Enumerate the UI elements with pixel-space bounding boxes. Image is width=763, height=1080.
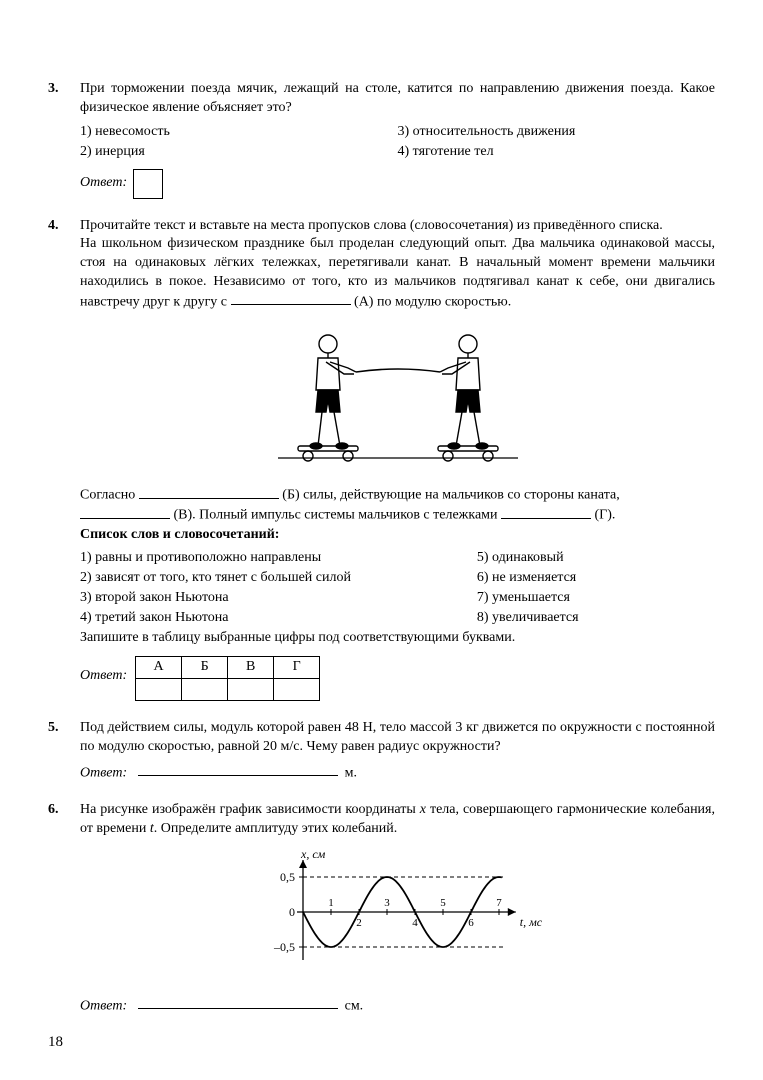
unit: см.: [345, 998, 364, 1013]
blank-b[interactable]: [139, 485, 279, 498]
svg-text:6: 6: [468, 917, 474, 929]
answer-label: Ответ:: [80, 667, 127, 686]
question-body: Под действием силы, модуль которой равен…: [80, 719, 715, 783]
list-item: 4) третий закон Ньютона: [80, 609, 477, 628]
svg-text:t, мс: t, мс: [519, 915, 542, 929]
question-text: На рисунке изображён график зависимости …: [80, 801, 715, 839]
options-left: 1) невесомость 2) инерция: [80, 122, 398, 163]
svg-text:3: 3: [384, 897, 390, 909]
svg-text:7: 7: [496, 897, 502, 909]
table-instruction: Запишите в таблицу выбранные цифры под с…: [80, 629, 715, 648]
svg-text:5: 5: [440, 897, 446, 909]
answer-table: А Б В Г: [135, 656, 320, 701]
table-header: В: [228, 656, 274, 678]
intro-text: Прочитайте текст и вставьте на места про…: [80, 217, 715, 236]
list-item: 7) уменьшается: [477, 589, 715, 608]
page-number: 18: [48, 1032, 63, 1052]
question-body: Прочитайте текст и вставьте на места про…: [80, 217, 715, 701]
list-item: 2) зависят от того, кто тянет с большей …: [80, 569, 477, 588]
question-number: 6.: [48, 801, 80, 1016]
table-cell[interactable]: [274, 678, 320, 700]
answer-blank[interactable]: [138, 763, 338, 776]
word-list-title: Список слов и словосочетаний:: [80, 526, 715, 545]
paragraph: На школьном физическом празднике был про…: [80, 235, 715, 312]
svg-text:0: 0: [289, 905, 295, 919]
question-3: 3. При торможении поезда мячик, лежащий …: [48, 80, 715, 199]
list-item: 8) увеличивается: [477, 609, 715, 628]
question-body: На рисунке изображён график зависимости …: [80, 801, 715, 1016]
table-cell[interactable]: [136, 678, 182, 700]
word-list-left: 1) равны и противоположно направлены 2) …: [80, 548, 477, 629]
list-item: 5) одинаковый: [477, 549, 715, 568]
answer-table-row: Ответ: А Б В Г: [80, 652, 715, 701]
blank-a[interactable]: [231, 292, 351, 305]
fill-line-2: Согласно (Б) силы, действующие на мальчи…: [80, 485, 715, 505]
option: 4) тяготение тел: [398, 143, 716, 162]
question-number: 5.: [48, 719, 80, 783]
svg-text:x, см: x, см: [300, 847, 326, 861]
list-item: 1) равны и противоположно направлены: [80, 549, 477, 568]
question-number: 3.: [48, 80, 80, 199]
question-4: 4. Прочитайте текст и вставьте на места …: [48, 217, 715, 701]
list-item: 3) второй закон Ньютона: [80, 589, 477, 608]
options-right: 3) относительность движения 4) тяготение…: [398, 122, 716, 163]
option: 2) инерция: [80, 143, 398, 162]
answer-row: Ответ: м.: [80, 763, 715, 783]
svg-text:2: 2: [356, 917, 362, 929]
list-item: 6) не изменяется: [477, 569, 715, 588]
answer-label: Ответ:: [80, 765, 127, 780]
table-cell[interactable]: [228, 678, 274, 700]
svg-text:4: 4: [412, 917, 418, 929]
table-cell[interactable]: [182, 678, 228, 700]
word-list: 1) равны и противоположно направлены 2) …: [80, 548, 715, 629]
answer-input-box[interactable]: [133, 169, 163, 199]
answer-row: Ответ: см.: [80, 996, 715, 1016]
blank-c[interactable]: [80, 505, 170, 518]
unit: м.: [345, 765, 357, 780]
answer-blank[interactable]: [138, 996, 338, 1009]
oscillation-chart: 0,5 0 –0,5 x, см t, мс 1 2 3 4 5 6 7: [80, 847, 715, 984]
table-header: Б: [182, 656, 228, 678]
svg-text:0,5: 0,5: [280, 870, 295, 884]
question-body: При торможении поезда мячик, лежащий на …: [80, 80, 715, 199]
boys-illustration: [80, 318, 715, 475]
answer-row: Ответ:: [80, 169, 715, 199]
table-header: А: [136, 656, 182, 678]
svg-text:–0,5: –0,5: [273, 940, 295, 954]
question-text: При торможении поезда мячик, лежащий на …: [80, 80, 715, 118]
question-6: 6. На рисунке изображён график зависимос…: [48, 801, 715, 1016]
table-header: Г: [274, 656, 320, 678]
answer-label: Ответ:: [80, 174, 127, 193]
question-number: 4.: [48, 217, 80, 701]
question-5: 5. Под действием силы, модуль которой ра…: [48, 719, 715, 783]
options: 1) невесомость 2) инерция 3) относительн…: [80, 122, 715, 163]
option: 3) относительность движения: [398, 123, 716, 142]
option: 1) невесомость: [80, 123, 398, 142]
fill-line-3: (В). Полный импульс системы мальчиков с …: [80, 505, 715, 525]
word-list-right: 5) одинаковый 6) не изменяется 7) уменьш…: [477, 548, 715, 629]
blank-d[interactable]: [501, 505, 591, 518]
svg-text:1: 1: [328, 897, 334, 909]
answer-label: Ответ:: [80, 998, 127, 1013]
question-text: Под действием силы, модуль которой равен…: [80, 719, 715, 757]
